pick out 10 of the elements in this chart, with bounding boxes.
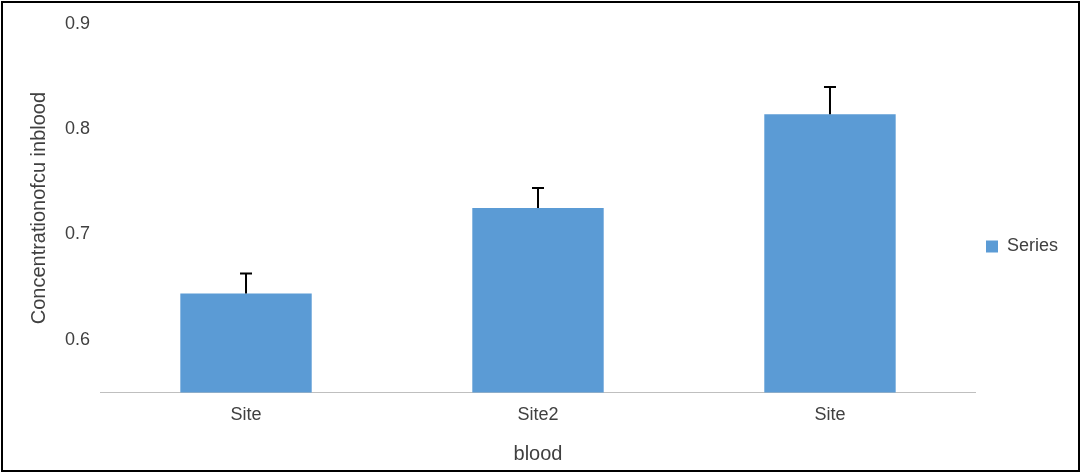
x-axis-title: blood: [513, 441, 563, 464]
y-tick-label: 0.7: [64, 223, 91, 244]
y-tick-label: 0.8: [64, 118, 91, 139]
x-tick-label: Site: [814, 404, 846, 425]
x-tick-label: Site: [230, 404, 262, 425]
y-axis-title: Concentrationofcu inblood: [26, 91, 49, 325]
y-tick-label: 0.9: [64, 12, 91, 33]
legend-label: Series: [1006, 235, 1059, 256]
x-tick-label: Site2: [517, 404, 559, 425]
y-tick-label: 0.6: [64, 328, 91, 349]
